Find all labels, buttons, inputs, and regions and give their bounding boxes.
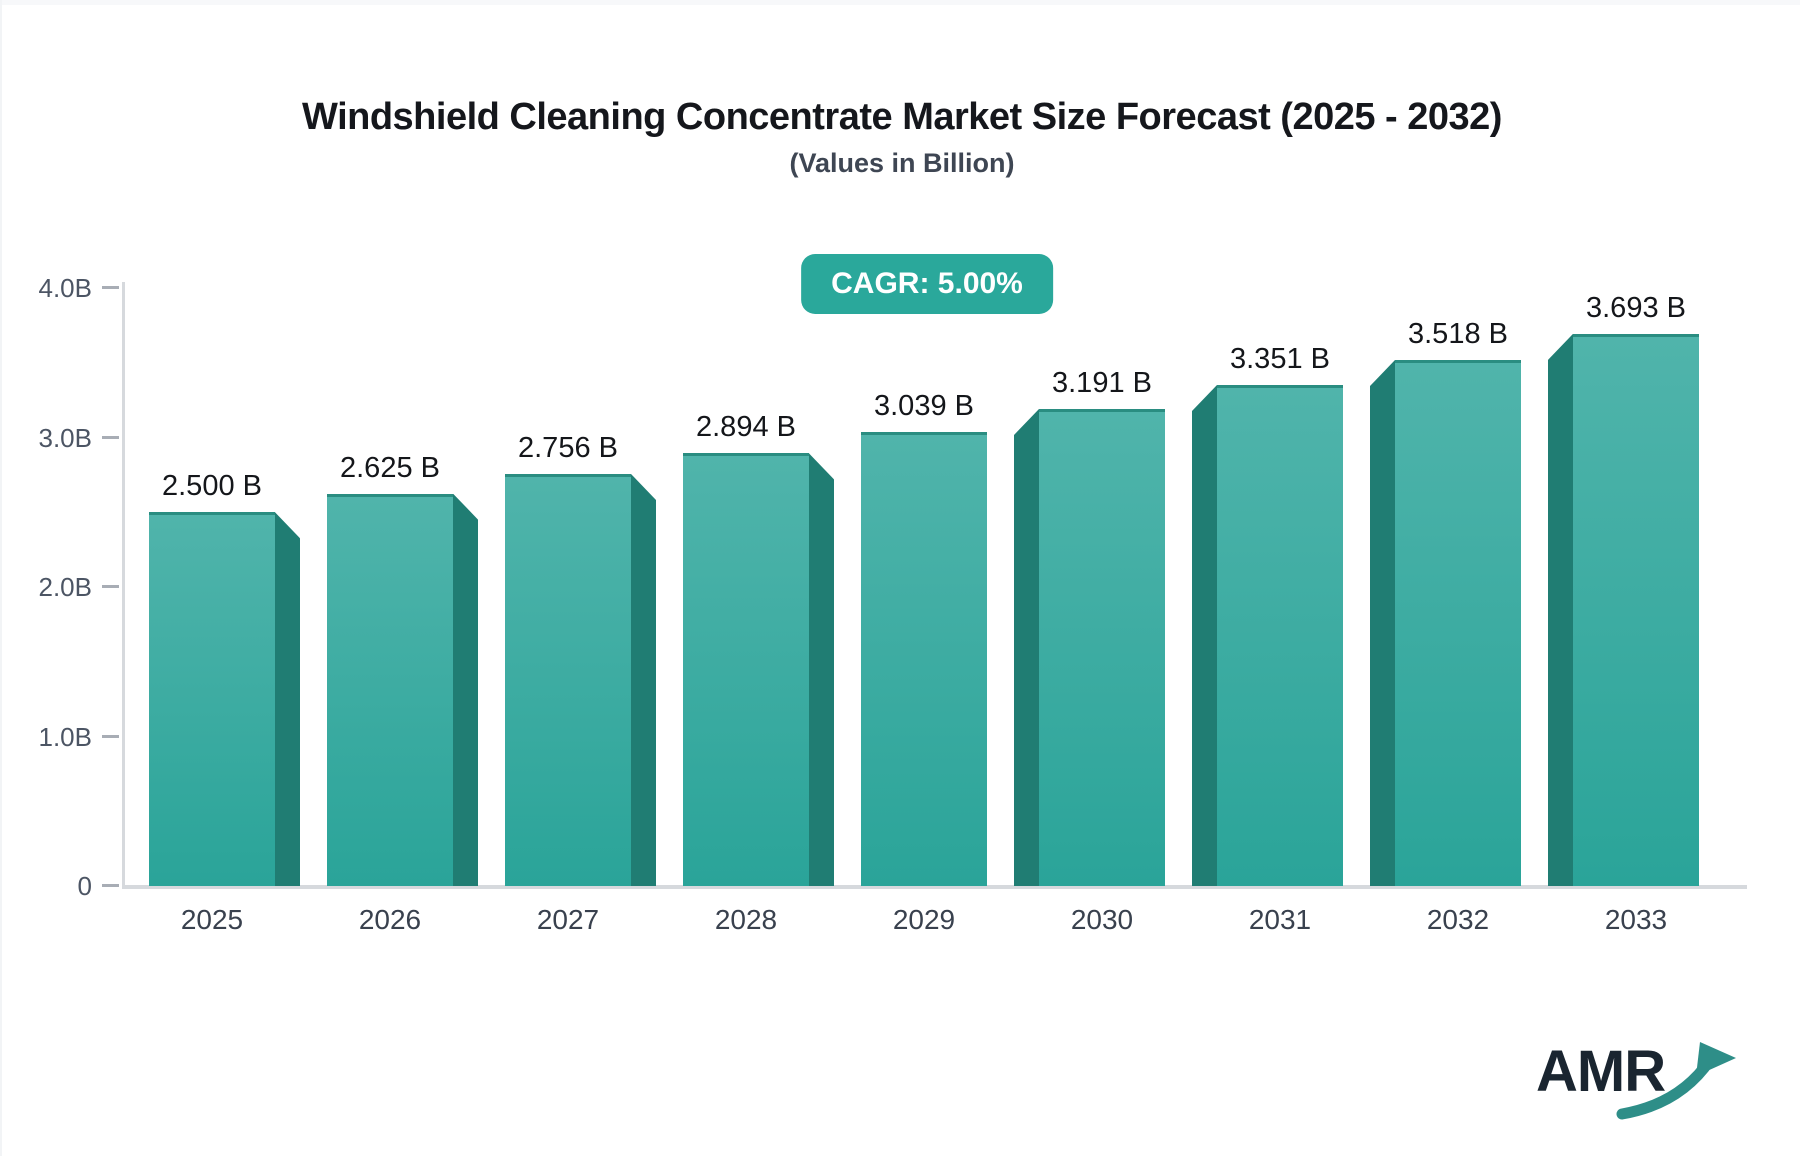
y-tick-label: 0 xyxy=(77,871,92,901)
bar-2028 xyxy=(683,453,809,886)
bar-2033 xyxy=(1573,333,1699,886)
bar-side-panel-2031 xyxy=(1192,385,1217,886)
y-tick-label: 4.0B xyxy=(38,273,93,303)
chart-title: Windshield Cleaning Concentrate Market S… xyxy=(302,96,1502,138)
x-axis-label-2032: 2032 xyxy=(1426,904,1490,935)
y-tick-mark xyxy=(102,734,119,738)
growth-arrow-icon xyxy=(1616,1042,1736,1120)
bar-side-panel-2027 xyxy=(631,473,656,886)
bar-2026 xyxy=(327,493,453,886)
y-tick-label: 1.0B xyxy=(38,721,93,752)
bar-value-label: 3.351 B xyxy=(1230,343,1330,376)
y-tick-label: 2.0B xyxy=(38,572,93,602)
bar-2031 xyxy=(1217,385,1343,886)
bar-side-panel-2033 xyxy=(1548,333,1573,886)
amr-logo-text: AMR xyxy=(1536,1039,1666,1104)
bar-value-label: 3.191 B xyxy=(1052,366,1152,399)
x-axis-label-2028: 2028 xyxy=(714,904,778,935)
bar-value-label: 2.894 B xyxy=(696,411,796,444)
bar-side-panel-2028 xyxy=(809,453,834,886)
y-tick-mark xyxy=(102,585,119,588)
y-tick-label: 3.0B xyxy=(38,422,93,453)
y-tick-mark xyxy=(102,435,119,439)
bar-side-panel-2026 xyxy=(453,493,478,886)
x-axis-label-2025: 2025 xyxy=(180,904,244,935)
bar-2030 xyxy=(1039,408,1165,886)
bar-2032 xyxy=(1395,360,1521,886)
y-axis-line xyxy=(122,282,125,888)
bar-2029 xyxy=(861,431,987,886)
bar-value-label: 2.625 B xyxy=(340,451,440,484)
y-tick-mark xyxy=(102,884,119,887)
bar-side-panel-2025 xyxy=(275,512,300,886)
y-tick-mark xyxy=(102,286,119,289)
bar-side-panel-2032 xyxy=(1370,360,1395,886)
bar-value-label: 3.039 B xyxy=(874,389,974,422)
page-top-strip xyxy=(2,0,1800,5)
x-axis-label-2030: 2030 xyxy=(1070,904,1134,935)
x-axis-label-2027: 2027 xyxy=(536,904,600,935)
bar-2025 xyxy=(149,512,275,886)
x-axis-label-2029: 2029 xyxy=(892,904,956,935)
bar-value-label: 3.693 B xyxy=(1586,291,1686,324)
x-axis-line xyxy=(122,885,1747,889)
bar-side-panel-2030 xyxy=(1014,408,1039,886)
cagr-badge: CAGR: 5.00% xyxy=(801,254,1053,314)
chart-subtitle: (Values in Billion) xyxy=(789,148,1015,178)
bar-value-label: 3.518 B xyxy=(1408,318,1508,351)
x-axis-label-2031: 2031 xyxy=(1248,904,1312,935)
bar-2027 xyxy=(505,473,631,886)
amr-logo: AMR xyxy=(1536,1024,1746,1120)
bar-value-label: 2.756 B xyxy=(518,431,618,464)
x-axis-label-2033: 2033 xyxy=(1604,904,1668,935)
bar-value-label: 2.500 B xyxy=(162,470,262,503)
x-axis-label-2026: 2026 xyxy=(358,904,422,935)
